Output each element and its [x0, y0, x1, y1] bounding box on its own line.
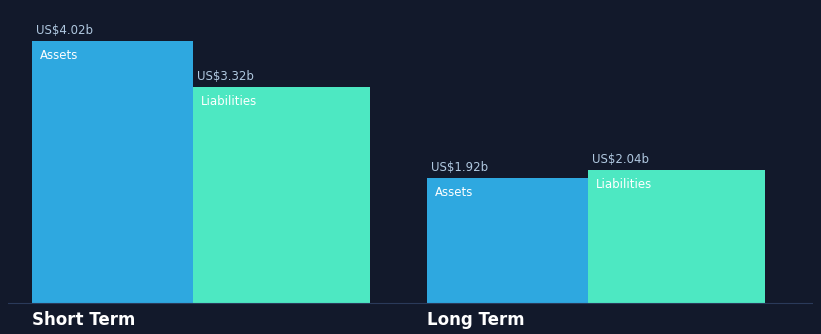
Text: US$1.92b: US$1.92b — [430, 161, 488, 174]
Bar — [193, 87, 370, 303]
Text: Short Term: Short Term — [32, 311, 135, 329]
Text: Assets: Assets — [40, 49, 79, 62]
Bar — [427, 178, 588, 303]
Text: US$2.04b: US$2.04b — [591, 153, 649, 166]
Text: Liabilities: Liabilities — [595, 178, 652, 191]
Text: Liabilities: Liabilities — [201, 95, 258, 108]
Text: US$3.32b: US$3.32b — [197, 70, 255, 83]
Bar — [588, 170, 764, 303]
Text: US$4.02b: US$4.02b — [36, 24, 94, 37]
Bar — [32, 41, 193, 303]
Text: Long Term: Long Term — [427, 311, 525, 329]
Text: Assets: Assets — [434, 186, 473, 199]
